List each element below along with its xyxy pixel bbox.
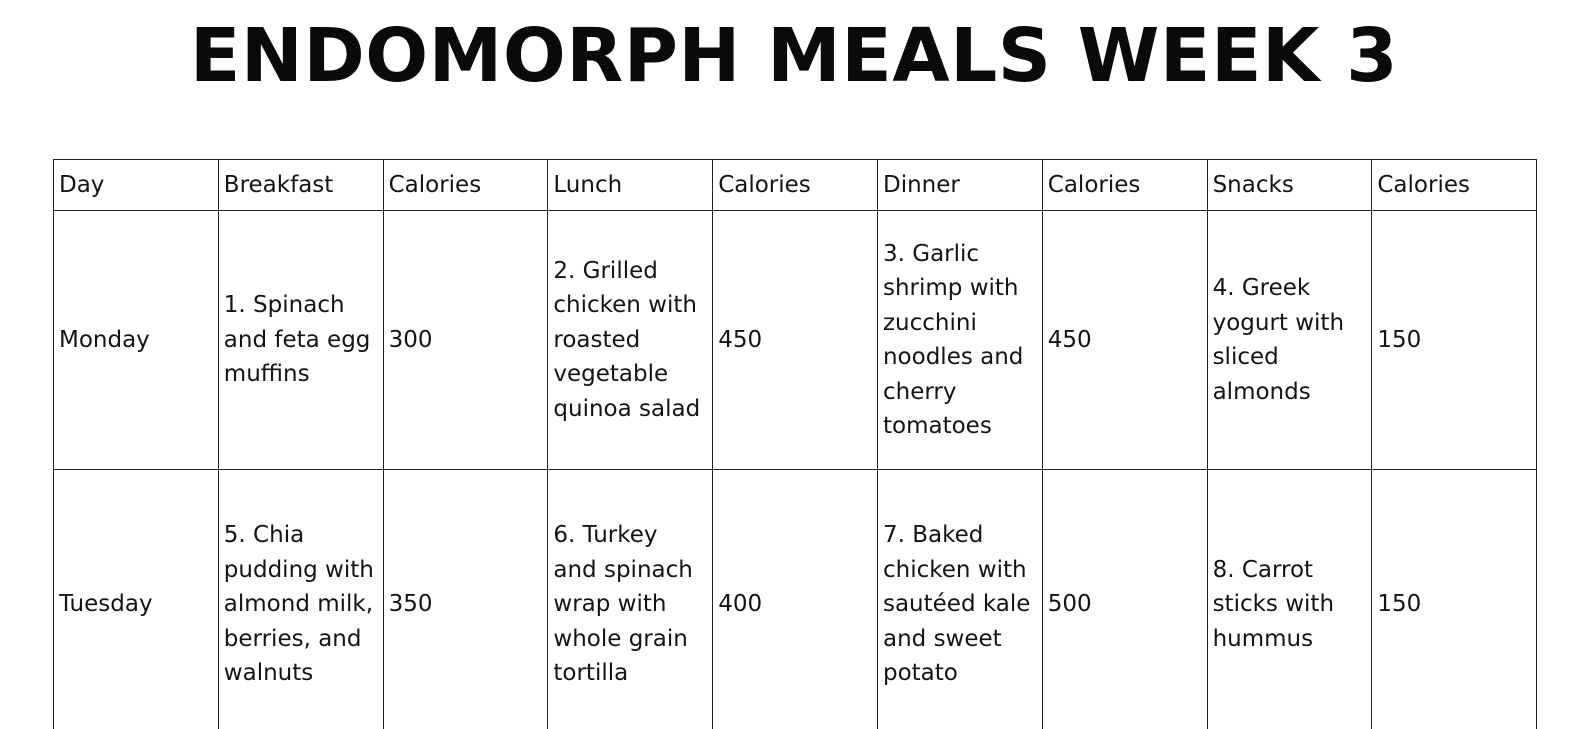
day-cell: Monday	[53, 210, 219, 470]
breakfast-calories-cell: 350	[382, 469, 549, 729]
header-snacks-calories: Calories	[1371, 159, 1538, 211]
lunch-calories-cell: 400	[712, 469, 878, 729]
day-cell: Tuesday	[53, 469, 219, 729]
table-row: Tuesday 5. Chia pudding with almond milk…	[53, 469, 1538, 729]
lunch-calories-cell: 450	[712, 210, 878, 470]
snacks-cell: 8. Carrot sticks with hummus	[1206, 469, 1373, 729]
table-row: Monday 1. Spinach and feta egg muffins 3…	[53, 210, 1538, 470]
header-lunch-calories: Calories	[712, 159, 878, 211]
header-breakfast: Breakfast	[217, 159, 384, 211]
dinner-cell: 3. Garlic shrimp with zucchini noodles a…	[876, 210, 1043, 470]
page-title: ENDOMORPH MEALS WEEK 3	[189, 13, 1399, 99]
header-breakfast-calories: Calories	[382, 159, 549, 211]
header-lunch: Lunch	[547, 159, 714, 211]
dinner-calories-cell: 450	[1041, 210, 1208, 470]
header-dinner-calories: Calories	[1041, 159, 1208, 211]
header-day: Day	[53, 159, 219, 211]
dinner-calories-cell: 500	[1041, 469, 1208, 729]
breakfast-calories-cell: 300	[382, 210, 549, 470]
breakfast-cell: 5. Chia pudding with almond milk, berrie…	[217, 469, 384, 729]
lunch-cell: 2. Grilled chicken with roasted vegetabl…	[547, 210, 714, 470]
dinner-cell: 7. Baked chicken with sautéed kale and s…	[876, 469, 1043, 729]
snacks-calories-cell: 150	[1371, 469, 1538, 729]
snacks-cell: 4. Greek yogurt with sliced almonds	[1206, 210, 1373, 470]
table-header-row: Day Breakfast Calories Lunch Calories Di…	[53, 159, 1538, 211]
meal-plan-table: Day Breakfast Calories Lunch Calories Di…	[53, 159, 1538, 729]
snacks-calories-cell: 150	[1371, 210, 1538, 470]
header-dinner: Dinner	[876, 159, 1043, 211]
header-snacks: Snacks	[1206, 159, 1373, 211]
lunch-cell: 6. Turkey and spinach wrap with whole gr…	[547, 469, 714, 729]
breakfast-cell: 1. Spinach and feta egg muffins	[217, 210, 384, 470]
